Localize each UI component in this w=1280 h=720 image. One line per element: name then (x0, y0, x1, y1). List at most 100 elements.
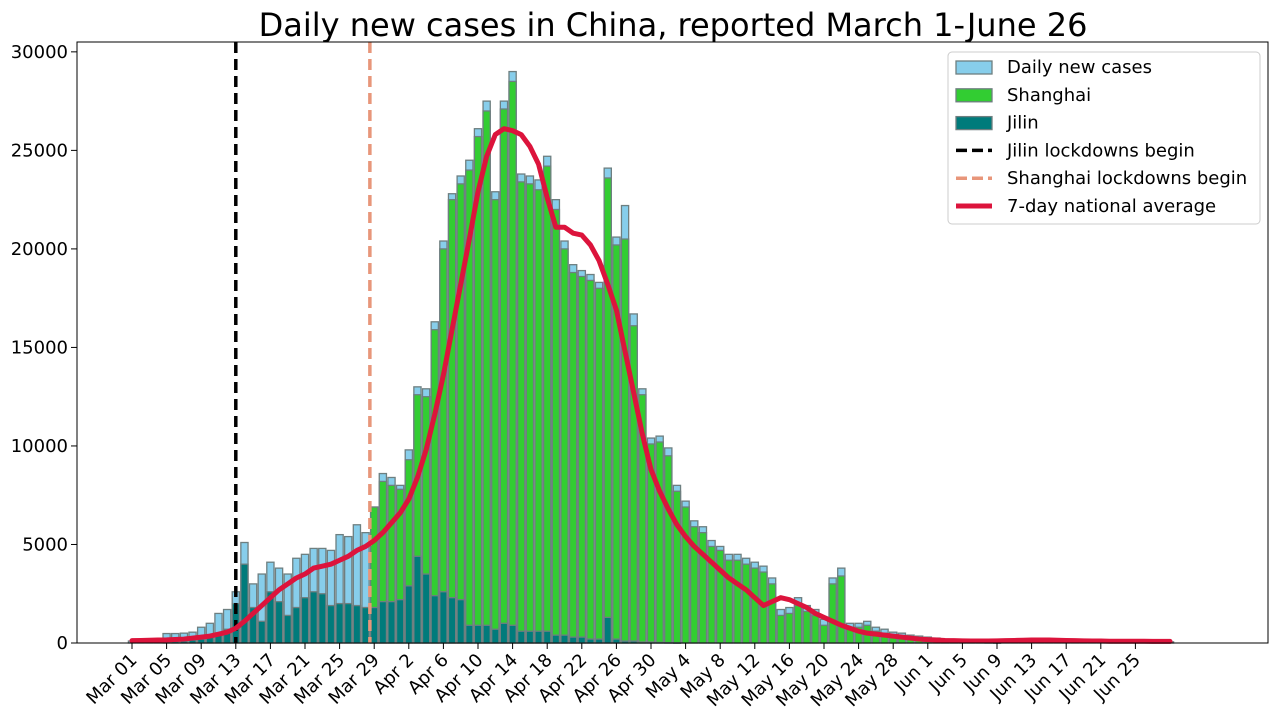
bar-shanghai (603, 177, 613, 644)
bar-shanghai (802, 610, 811, 644)
y-tick-label: 5000 (22, 534, 68, 555)
bar-shanghai (672, 490, 682, 644)
bar-shanghai (733, 559, 742, 644)
legend-shanghai-lockdown-label: Shanghai lockdowns begin (1007, 168, 1247, 189)
bar-jilin (352, 604, 362, 644)
bar-jilin (560, 634, 569, 644)
bar-jilin (369, 606, 379, 644)
y-tick-label: 25000 (11, 140, 68, 161)
bar-jilin (387, 600, 396, 644)
legend-average-label: 7-day national average (1007, 196, 1216, 217)
bar-jilin (395, 599, 405, 644)
legend: Daily new cases Shanghai Jilin Jilin lockdo… (947, 51, 1261, 225)
y-tick-label: 15000 (11, 337, 68, 358)
average-line-layer (129, 126, 1173, 644)
bar-shanghai (767, 583, 777, 644)
bar-jilin (292, 606, 301, 644)
bar-jilin (240, 563, 249, 644)
legend-national-label: Daily new cases (1007, 57, 1152, 78)
bar-jilin (378, 600, 388, 644)
bar-shanghai (525, 183, 535, 644)
bar-jilin (343, 602, 353, 644)
legend-jilin-swatch (955, 115, 993, 131)
bar-jilin (257, 620, 266, 644)
bar-shanghai (586, 279, 595, 644)
bar-jilin (318, 593, 327, 644)
bar-jilin (473, 624, 483, 644)
bar-jilin (335, 602, 344, 644)
bar-shanghai (491, 198, 500, 644)
bar-shanghai (508, 80, 517, 644)
bar-shanghai (793, 604, 803, 644)
bar-jilin (430, 595, 439, 644)
bar-jilin (421, 573, 431, 644)
bar-jilin (517, 630, 526, 644)
bar-jilin (612, 638, 621, 644)
bar-shanghai (534, 189, 543, 644)
bar-shanghai (811, 614, 820, 644)
bar-shanghai (456, 183, 465, 644)
chart-title: Daily new cases in China, reported March… (259, 6, 1088, 44)
bar-shanghai (828, 583, 837, 644)
bar-shanghai (577, 275, 587, 644)
x-tick-label: Jun 1 (890, 650, 938, 698)
bar-jilin (525, 630, 535, 644)
bar-shanghai (517, 181, 526, 644)
bar-shanghai (741, 563, 751, 644)
legend-jilin-label: Jilin (1006, 113, 1039, 134)
legend-national-swatch (955, 60, 993, 75)
y-tick-label: 20000 (11, 239, 68, 260)
bar-shanghai (681, 506, 690, 644)
bar-jilin (499, 622, 509, 644)
bar-jilin (309, 591, 318, 644)
bar-shanghai (715, 549, 725, 644)
bar-shanghai (447, 198, 457, 644)
bar-jilin (283, 614, 292, 644)
y-tick-label: 0 (57, 633, 68, 654)
y-tick-label: 30000 (11, 42, 68, 63)
bar-shanghai (655, 441, 664, 644)
bar-jilin (594, 638, 604, 644)
bar-jilin (534, 630, 543, 644)
legend-box (947, 51, 1261, 225)
bar-jilin (439, 591, 448, 644)
bar-jilin (586, 638, 595, 644)
bar-jilin (274, 600, 284, 644)
bar-shanghai (482, 110, 491, 644)
bar-jilin (577, 636, 587, 644)
bar-jilin (603, 616, 613, 644)
bar-jilin (447, 597, 457, 644)
bar-shanghai (620, 238, 630, 644)
bar-shanghai (568, 271, 578, 644)
plot-frame (76, 41, 1269, 644)
legend-jilin-lockdown-label: Jilin lockdowns begin (1006, 140, 1195, 161)
bar-shanghai (785, 612, 794, 644)
bar-jilin (456, 599, 465, 644)
bar-jilin (413, 555, 422, 644)
y-tick-label: 10000 (11, 436, 68, 457)
bar-shanghai (560, 248, 569, 644)
bar-jilin (491, 628, 500, 644)
legend-shanghai-swatch (955, 88, 993, 103)
bar-shanghai (594, 287, 604, 644)
bar-jilin (361, 606, 370, 644)
bar-shanghai (776, 614, 786, 644)
bar-shanghai (819, 624, 829, 644)
bar-jilin (508, 624, 517, 644)
bar-jilin (326, 604, 336, 644)
bar-jilin (551, 634, 561, 644)
legend-shanghai-label: Shanghai (1007, 85, 1091, 106)
bar-shanghai (551, 208, 561, 644)
bar-shanghai (439, 248, 448, 644)
average-line (129, 126, 1173, 644)
bar-shanghai (664, 455, 673, 644)
bar-jilin (300, 597, 310, 644)
bar-shanghai (750, 567, 760, 644)
bar-shanghai (837, 575, 846, 644)
bar-jilin (404, 585, 414, 644)
bar-shanghai (499, 108, 509, 644)
bar-jilin (465, 624, 474, 644)
bar-shanghai (542, 165, 552, 644)
bar-jilin (482, 624, 491, 644)
